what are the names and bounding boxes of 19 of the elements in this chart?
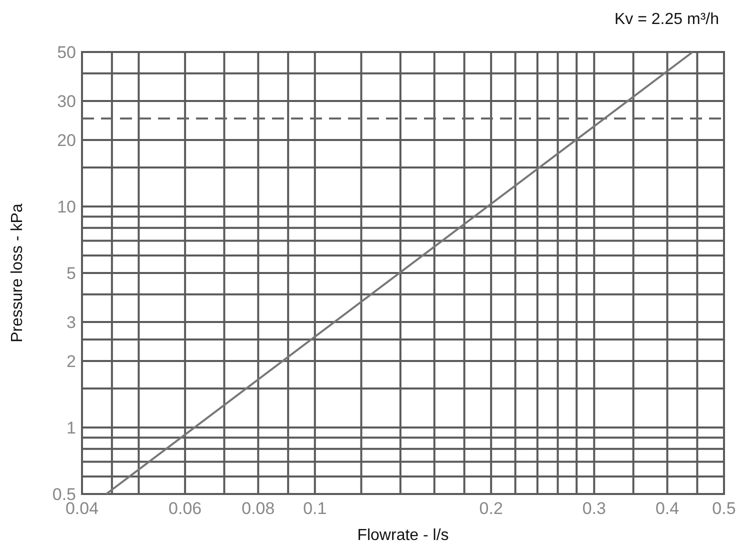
y-tick-label: 30 [57,92,76,112]
y-tick-label: 2 [66,352,76,371]
y-tick-label: 1 [66,418,76,438]
y-tick-label: 5 [66,264,76,283]
x-tick-label: 0.06 [168,499,202,518]
y-tick-label: 3 [66,313,76,332]
x-tick-label: 0.5 [712,499,736,518]
y-axis-title: Pressure loss - kPa [9,204,26,342]
x-tick-label: 0.2 [479,499,503,518]
x-tick-label: 0.04 [65,499,99,518]
x-tick-label: 0.4 [655,499,680,518]
y-tick-label: 20 [57,130,76,150]
x-axis-title: Flowrate - l/s [357,527,449,544]
x-tick-label: 0.1 [303,499,327,518]
x-tick-label: 0.3 [582,499,606,518]
y-tick-label: 50 [57,43,76,62]
text: Kv = 2.25 m³/h [614,11,719,28]
y-tick-label: 10 [57,197,76,216]
x-tick-label: 0.08 [242,499,275,518]
